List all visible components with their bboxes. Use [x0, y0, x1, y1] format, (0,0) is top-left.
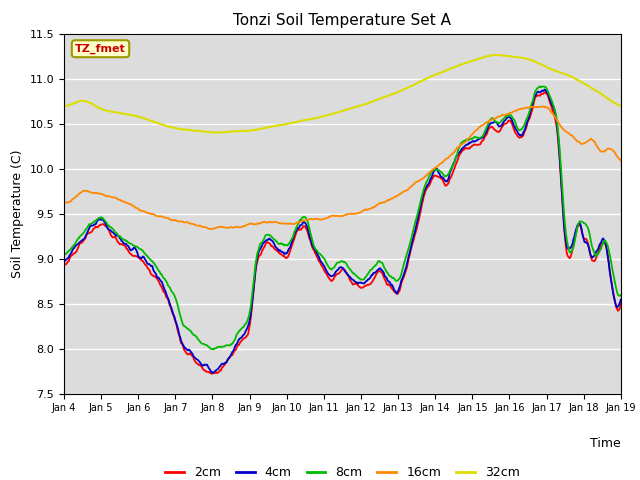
32cm [433, 71, 440, 77]
2cm [159, 286, 166, 292]
2cm [204, 369, 211, 375]
2cm [541, 89, 548, 95]
4cm [389, 284, 397, 290]
2cm [60, 261, 68, 266]
8cm [159, 274, 166, 279]
32cm [159, 122, 166, 128]
2cm [433, 173, 440, 179]
16cm [208, 226, 216, 232]
16cm [538, 104, 546, 109]
16cm [159, 214, 166, 219]
4cm [541, 86, 548, 92]
8cm [433, 167, 440, 173]
32cm [480, 54, 488, 60]
Line: 4cm: 4cm [64, 89, 621, 372]
2cm [389, 287, 397, 293]
Line: 2cm: 2cm [64, 92, 621, 374]
8cm [204, 343, 211, 348]
32cm [60, 104, 68, 109]
16cm [204, 225, 211, 231]
4cm [433, 166, 440, 171]
Line: 16cm: 16cm [64, 107, 621, 229]
16cm [480, 121, 488, 127]
32cm [617, 103, 625, 109]
16cm [60, 200, 68, 205]
32cm [492, 52, 500, 58]
4cm [60, 258, 68, 264]
2cm [208, 371, 216, 377]
2cm [313, 253, 321, 259]
8cm [617, 292, 625, 298]
16cm [617, 158, 625, 164]
32cm [214, 130, 222, 135]
Line: 32cm: 32cm [64, 55, 621, 132]
2cm [617, 301, 625, 307]
4cm [204, 362, 211, 368]
32cm [313, 115, 321, 121]
4cm [480, 132, 488, 138]
8cm [313, 248, 321, 253]
Legend: 2cm, 4cm, 8cm, 16cm, 32cm: 2cm, 4cm, 8cm, 16cm, 32cm [160, 461, 525, 480]
4cm [313, 250, 321, 256]
8cm [389, 275, 397, 281]
8cm [480, 131, 488, 136]
16cm [433, 164, 440, 170]
32cm [389, 91, 397, 97]
16cm [313, 216, 321, 222]
8cm [210, 347, 218, 352]
Title: Tonzi Soil Temperature Set A: Tonzi Soil Temperature Set A [234, 13, 451, 28]
Line: 8cm: 8cm [64, 86, 621, 349]
16cm [389, 195, 397, 201]
2cm [480, 136, 488, 142]
4cm [159, 281, 166, 287]
8cm [536, 84, 544, 89]
Y-axis label: Soil Temperature (C): Soil Temperature (C) [11, 149, 24, 278]
4cm [617, 297, 625, 302]
32cm [204, 129, 211, 134]
4cm [208, 370, 216, 375]
Text: TZ_fmet: TZ_fmet [75, 44, 126, 54]
8cm [60, 252, 68, 257]
Text: Time: Time [590, 437, 621, 450]
